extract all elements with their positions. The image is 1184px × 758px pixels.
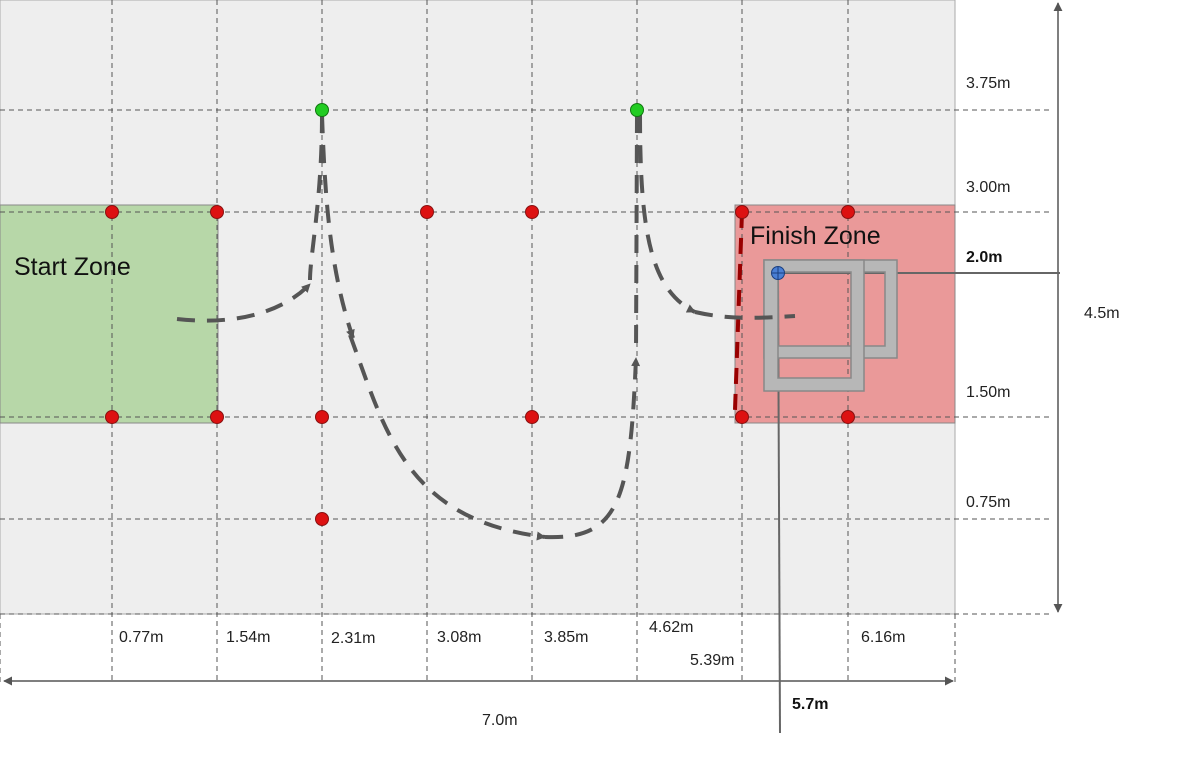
y-label: 1.50m [966, 384, 1011, 401]
total-width-label: 7.0m [482, 712, 518, 729]
finish-line [733, 211, 744, 411]
marker [210, 410, 224, 424]
green-markers [315, 103, 644, 117]
total-height-label: 4.5m [1084, 305, 1120, 322]
marker [315, 512, 329, 526]
vertical-grid-lines [0, 0, 956, 682]
start-zone-label: Start Zone [14, 253, 131, 281]
robot-path [176, 114, 796, 541]
y-label: 3.00m [966, 179, 1011, 196]
marker [420, 205, 434, 219]
x-label: 1.54m [226, 629, 271, 646]
marker [735, 410, 749, 424]
x-label: 2.31m [331, 630, 376, 647]
target-y-label: 2.0m [966, 249, 1003, 266]
marker [525, 410, 539, 424]
target-marker [771, 266, 785, 280]
start-zone-area [0, 204, 219, 424]
y-label: 3.75m [966, 75, 1011, 92]
x-label: 5.39m [690, 652, 735, 669]
marker [315, 410, 329, 424]
y-label: 0.75m [966, 494, 1011, 511]
marker [105, 205, 119, 219]
x-label: 0.77m [119, 629, 164, 646]
x-label: 3.08m [437, 629, 482, 646]
marker [841, 410, 855, 424]
marker [525, 205, 539, 219]
marker [105, 410, 119, 424]
red-markers [105, 205, 855, 526]
x-label: 3.85m [544, 629, 589, 646]
finish-zone-label: Finish Zone [750, 222, 881, 250]
marker [210, 205, 224, 219]
green-marker [630, 103, 644, 117]
x-label: 4.62m [649, 619, 694, 636]
marker [735, 205, 749, 219]
target-x-label: 5.7m [792, 696, 829, 713]
green-marker [315, 103, 329, 117]
marker [841, 205, 855, 219]
x-label: 6.16m [861, 629, 906, 646]
